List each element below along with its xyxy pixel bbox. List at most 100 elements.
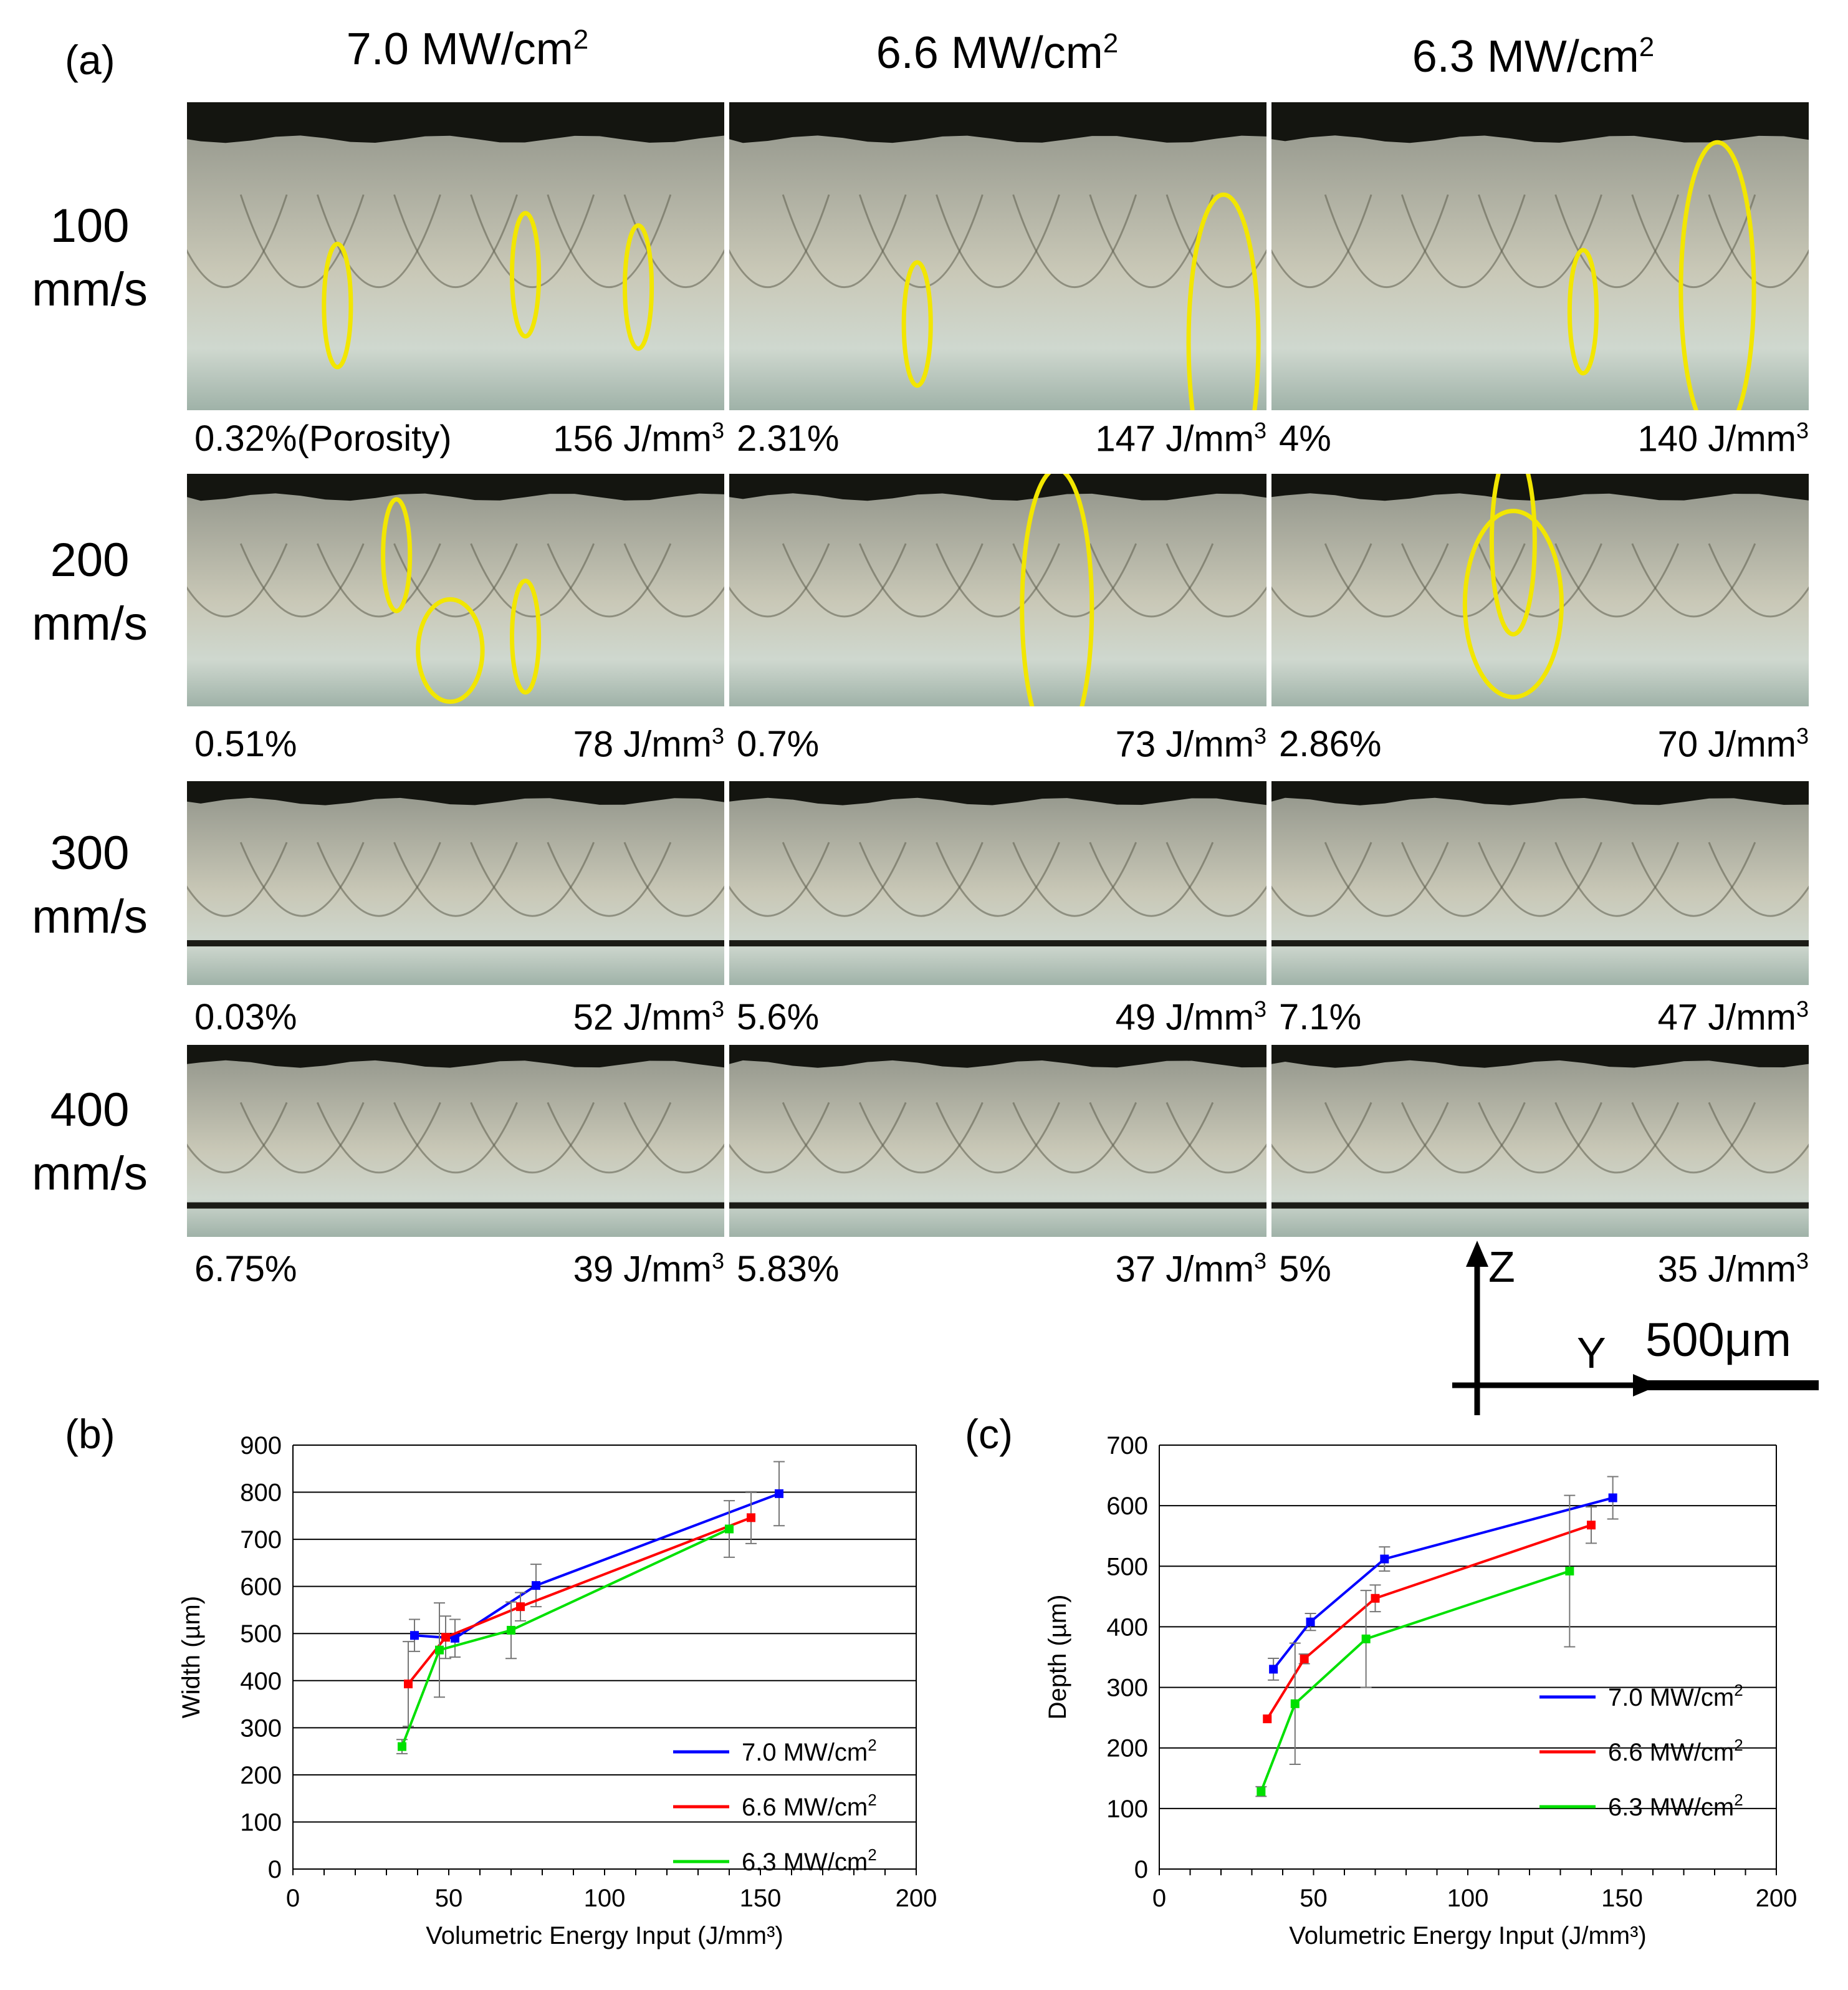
row-label-unit: mm/s xyxy=(32,263,148,316)
melt-pool-boundary xyxy=(1631,543,1756,618)
micrograph-background xyxy=(187,474,724,706)
y-tick-label: 300 xyxy=(1106,1675,1148,1702)
porosity-caption: 4% xyxy=(1279,418,1331,459)
melt-pool-boundary xyxy=(1400,1102,1526,1174)
row-label-speed: 100 xyxy=(50,199,130,252)
energy-caption-text: 147 J/mm xyxy=(1095,418,1254,459)
melt-pool-boundary xyxy=(1631,1102,1756,1174)
pore-highlight-circle xyxy=(1186,192,1261,410)
micrograph-background xyxy=(729,781,1266,985)
melt-pool-boundary xyxy=(1166,194,1266,289)
porosity-caption: 2.31% xyxy=(737,418,840,459)
y-axis-label: Depth (µm) xyxy=(1044,1595,1071,1720)
melt-pool-boundary xyxy=(316,842,441,917)
micrograph-image xyxy=(187,102,724,410)
energy-caption: 73 J/mm3 xyxy=(1005,723,1266,765)
melt-pool-boundary xyxy=(1478,194,1602,289)
melt-pool-boundary xyxy=(1708,1102,1809,1174)
melt-pool-boundary xyxy=(623,842,724,917)
y-tick-label: 100 xyxy=(240,1809,282,1836)
melt-pool-boundary xyxy=(1166,543,1266,618)
series-line xyxy=(1260,1570,1570,1792)
y-tick-label: 0 xyxy=(1134,1856,1148,1883)
energy-caption-text: 47 J/mm xyxy=(1657,997,1796,1038)
x-tick-label: 200 xyxy=(1756,1885,1798,1912)
row-label-speed: 400 xyxy=(50,1084,130,1137)
series-line xyxy=(401,1527,730,1747)
melt-pool-boundary xyxy=(729,842,830,917)
melt-pool-boundary xyxy=(470,194,595,289)
porosity-caption: 5.6% xyxy=(737,997,820,1037)
melt-pool-boundary xyxy=(470,842,595,917)
resin-region xyxy=(729,102,1266,143)
data-point xyxy=(1269,1665,1278,1674)
pore-highlight-circle xyxy=(510,211,542,339)
energy-caption: 35 J/mm3 xyxy=(1547,1248,1809,1290)
micrograph-background xyxy=(729,102,1266,410)
pore-highlight-circle xyxy=(1489,474,1537,637)
porosity-caption: 5.83% xyxy=(737,1249,840,1289)
x-axis-label: Volumetric Energy Input (J/mm³) xyxy=(426,1922,783,1949)
row-label-speed: 300 xyxy=(50,827,130,880)
energy-caption: 156 J/mm3 xyxy=(462,418,724,459)
energy-caption-text: 37 J/mm xyxy=(1115,1249,1254,1290)
y-axis-label: Width (µm) xyxy=(178,1596,205,1718)
resin-region xyxy=(1271,1045,1809,1068)
panel-a-label: (a) xyxy=(65,37,115,83)
melt-pool-boundary xyxy=(1271,194,1372,289)
data-point xyxy=(1306,1617,1315,1627)
energy-caption-sup: 3 xyxy=(711,996,724,1022)
melt-pool-boundary xyxy=(393,1102,518,1174)
melt-pool-boundary xyxy=(187,194,288,289)
energy-caption-text: 39 J/mm xyxy=(573,1249,712,1290)
porosity-caption: 6.75% xyxy=(194,1249,297,1289)
micrograph-image xyxy=(729,781,1266,985)
melt-pool-boundary xyxy=(1400,194,1526,289)
y-tick-label: 900 xyxy=(240,1432,282,1459)
melt-pool-boundary xyxy=(1554,842,1680,917)
x-tick-label: 50 xyxy=(1300,1885,1328,1912)
row-label-400: 400 mm/s xyxy=(9,1079,171,1206)
melt-pool-boundary xyxy=(1324,543,1449,618)
melt-pool-boundary xyxy=(1324,842,1449,917)
series-line xyxy=(1272,1496,1614,1670)
lack-of-fusion-line xyxy=(1271,1202,1809,1209)
pore-highlight-circle xyxy=(416,597,485,704)
resin-region xyxy=(729,474,1266,501)
energy-caption: 47 J/mm3 xyxy=(1547,996,1809,1038)
melt-pool-boundary xyxy=(858,1102,984,1174)
pore-highlight-circle xyxy=(901,260,933,388)
series-line xyxy=(1266,1524,1592,1720)
melt-pool-boundary xyxy=(470,543,595,618)
y-tick-label: 500 xyxy=(1106,1553,1148,1580)
melt-pool-boundary xyxy=(470,1102,595,1174)
melt-pool-boundary xyxy=(1089,194,1214,289)
micrograph-image xyxy=(1271,474,1809,706)
energy-caption-sup: 3 xyxy=(1253,1248,1266,1274)
micrograph-image xyxy=(187,1045,724,1237)
legend-label: 7.0 MW/cm2 xyxy=(742,1736,877,1766)
melt-pool-boundary xyxy=(782,842,907,917)
energy-caption-sup: 3 xyxy=(1253,996,1266,1022)
melt-pool-boundary xyxy=(936,842,1060,917)
column-header-text: 7.0 MW/cm xyxy=(346,24,573,74)
melt-pool-boundary xyxy=(239,543,365,618)
micrograph-image xyxy=(1271,1045,1809,1237)
energy-caption: 147 J/mm3 xyxy=(1005,418,1266,459)
melt-pool-boundary xyxy=(187,543,288,618)
pore-highlight-circle xyxy=(1567,248,1599,376)
legend-label: 6.6 MW/cm2 xyxy=(1608,1736,1743,1766)
data-point xyxy=(725,1524,734,1534)
pore-highlight-circle xyxy=(1462,509,1564,699)
melt-pool-boundary xyxy=(858,194,984,289)
porosity-caption: 0.32%(Porosity) xyxy=(194,418,452,459)
y-tick-label: 600 xyxy=(1106,1492,1148,1520)
x-tick-label: 0 xyxy=(1152,1885,1166,1912)
melt-pool-boundary xyxy=(1478,1102,1602,1174)
x-tick-label: 150 xyxy=(1601,1885,1643,1912)
data-point xyxy=(1587,1521,1596,1530)
energy-caption-sup: 3 xyxy=(711,418,724,443)
row-label-300: 300 mm/s xyxy=(9,822,171,949)
melt-pool-boundary xyxy=(1554,194,1680,289)
z-arrow-head xyxy=(1466,1241,1488,1267)
